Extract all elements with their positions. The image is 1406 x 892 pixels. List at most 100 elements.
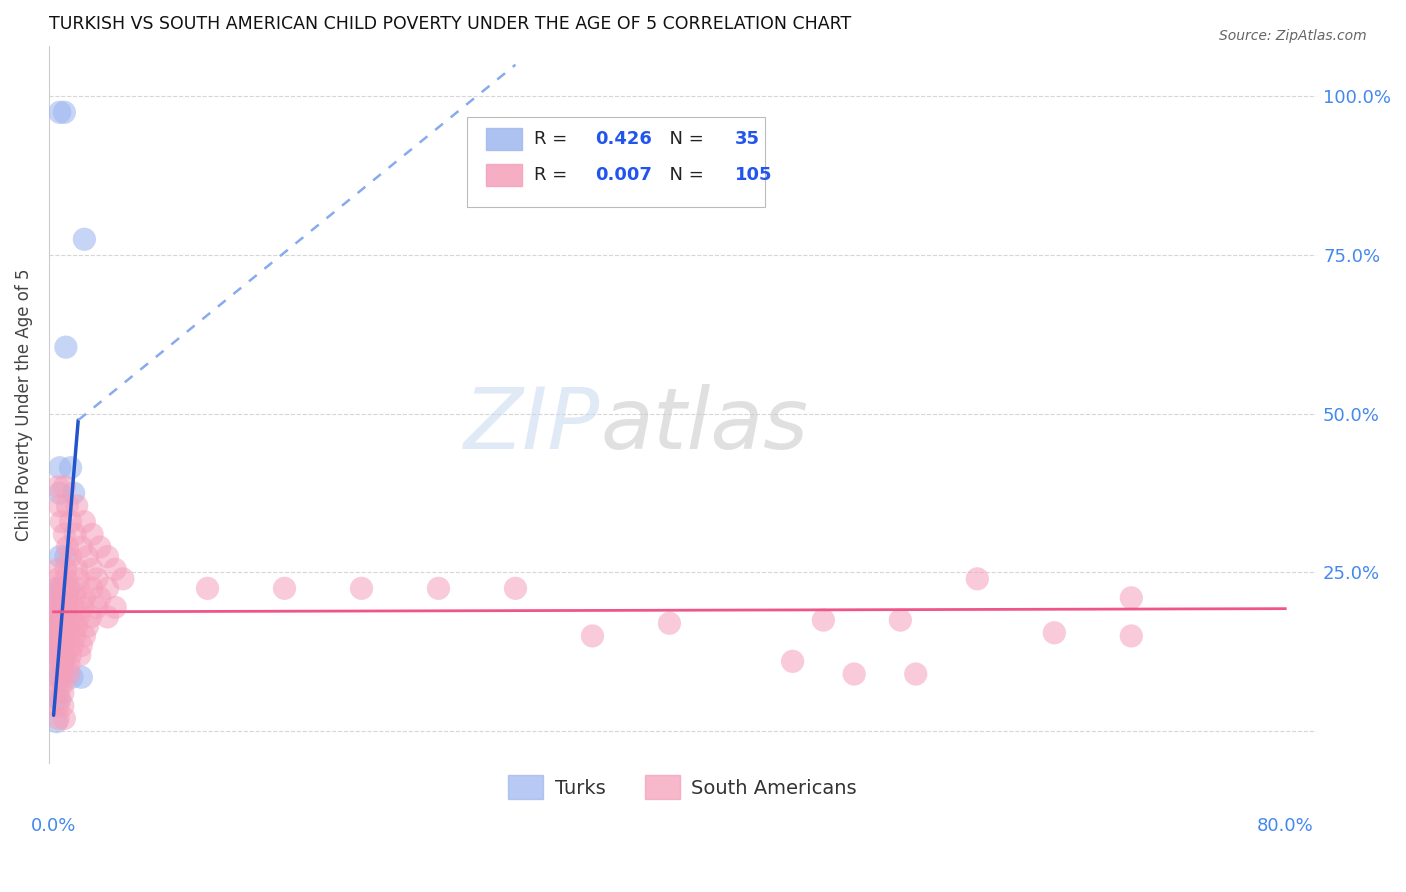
Point — [48, 610, 70, 624]
Text: 0.0%: 0.0% — [31, 817, 76, 835]
Point — [53, 610, 76, 624]
Y-axis label: Child Poverty Under the Age of 5: Child Poverty Under the Age of 5 — [15, 268, 32, 541]
Text: R =: R = — [534, 166, 574, 184]
Point — [58, 582, 80, 596]
Point — [58, 582, 80, 596]
Point — [53, 651, 76, 665]
Point — [52, 582, 75, 596]
Point — [59, 515, 82, 529]
Point — [58, 619, 80, 633]
Point — [48, 460, 70, 475]
Point — [53, 639, 76, 653]
Point — [45, 639, 67, 653]
Text: 0.007: 0.007 — [595, 166, 652, 184]
Point — [48, 619, 70, 633]
Point — [45, 625, 67, 640]
Point — [48, 499, 70, 513]
Point — [904, 667, 927, 681]
Point — [52, 676, 75, 690]
Point — [62, 600, 84, 615]
Point — [45, 600, 67, 615]
Point — [66, 619, 89, 633]
Point — [51, 616, 73, 631]
Point — [45, 619, 67, 633]
Point — [52, 657, 75, 672]
Point — [56, 591, 79, 605]
Point — [45, 597, 67, 611]
Point — [73, 515, 96, 529]
Point — [658, 616, 681, 631]
Point — [45, 639, 67, 653]
FancyBboxPatch shape — [467, 118, 765, 207]
Point — [53, 711, 76, 725]
Point — [52, 686, 75, 700]
Point — [48, 629, 70, 643]
Point — [59, 610, 82, 624]
Point — [45, 692, 67, 706]
Point — [48, 600, 70, 615]
Point — [55, 616, 77, 631]
Point — [51, 597, 73, 611]
Point — [86, 600, 108, 615]
Point — [46, 582, 69, 596]
Point — [73, 591, 96, 605]
Point — [581, 629, 603, 643]
Point — [55, 340, 77, 354]
Text: atlas: atlas — [600, 384, 808, 467]
Point — [52, 619, 75, 633]
Point — [45, 651, 67, 665]
Point — [53, 648, 76, 662]
Point — [48, 639, 70, 653]
Point — [46, 686, 69, 700]
Point — [104, 562, 127, 576]
Point — [67, 572, 90, 586]
Point — [56, 540, 79, 554]
Point — [67, 610, 90, 624]
Text: Source: ZipAtlas.com: Source: ZipAtlas.com — [1219, 29, 1367, 43]
Point — [53, 480, 76, 494]
Text: 80.0%: 80.0% — [1257, 817, 1313, 835]
Point — [45, 714, 67, 729]
Point — [55, 572, 77, 586]
Point — [55, 549, 77, 564]
Point — [70, 639, 93, 653]
Point — [63, 591, 86, 605]
Point — [48, 670, 70, 684]
Point — [52, 629, 75, 643]
Point — [45, 616, 67, 631]
Point — [273, 582, 295, 596]
Point — [111, 572, 134, 586]
Point — [80, 562, 103, 576]
Point — [66, 499, 89, 513]
Point — [69, 648, 91, 662]
Point — [63, 527, 86, 541]
Point — [96, 549, 118, 564]
Point — [52, 667, 75, 681]
Point — [76, 619, 98, 633]
Point — [51, 582, 73, 596]
Point — [48, 549, 70, 564]
Point — [59, 648, 82, 662]
Text: N =: N = — [658, 130, 710, 148]
Point — [62, 486, 84, 500]
Point — [70, 670, 93, 684]
Point — [505, 582, 527, 596]
Point — [58, 657, 80, 672]
Point — [55, 562, 77, 576]
Point — [48, 105, 70, 120]
Point — [60, 670, 83, 684]
Point — [104, 600, 127, 615]
Point — [48, 692, 70, 706]
Legend: Turks, South Americans: Turks, South Americans — [501, 768, 865, 807]
Point — [46, 676, 69, 690]
Point — [48, 639, 70, 653]
Point — [48, 486, 70, 500]
Point — [1121, 629, 1143, 643]
Point — [89, 591, 111, 605]
Point — [1121, 591, 1143, 605]
Point — [427, 582, 450, 596]
Text: TURKISH VS SOUTH AMERICAN CHILD POVERTY UNDER THE AGE OF 5 CORRELATION CHART: TURKISH VS SOUTH AMERICAN CHILD POVERTY … — [49, 15, 851, 33]
Point — [45, 591, 67, 605]
Point — [96, 582, 118, 596]
Point — [350, 582, 373, 596]
